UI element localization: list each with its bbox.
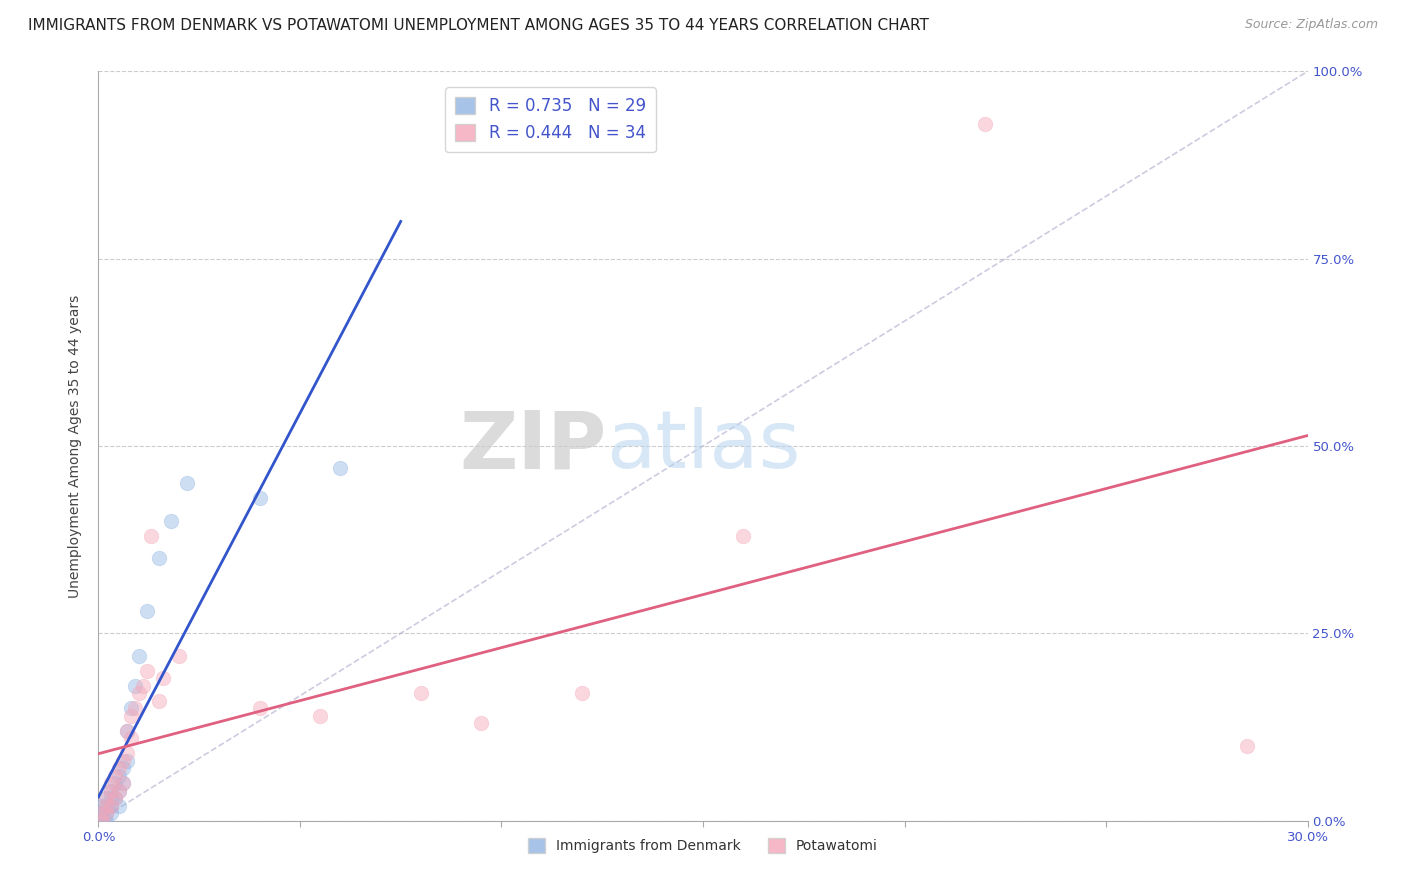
Point: [96, 791, 118, 805]
Point: [100, 791, 122, 805]
Point: [100, 783, 122, 797]
Point: [111, 776, 134, 790]
Point: [135, 664, 157, 678]
Point: [139, 529, 162, 543]
Point: [100, 776, 122, 790]
Point: [107, 798, 129, 813]
Point: [103, 791, 125, 805]
Point: [115, 723, 138, 738]
Point: [100, 783, 122, 797]
Point: [91, 806, 114, 821]
Point: [111, 754, 134, 768]
Point: [96, 806, 118, 821]
Point: [103, 791, 125, 805]
Point: [120, 701, 142, 715]
Point: [107, 761, 129, 775]
Text: ZIP: ZIP: [458, 407, 606, 485]
Point: [103, 769, 125, 783]
Point: [91, 814, 114, 828]
Point: [96, 814, 118, 828]
Point: [733, 529, 755, 543]
Point: [124, 679, 146, 693]
Y-axis label: Unemployment Among Ages 35 to 44 years: Unemployment Among Ages 35 to 44 years: [69, 294, 83, 598]
Point: [96, 791, 118, 805]
Point: [329, 461, 352, 475]
Text: IMMIGRANTS FROM DENMARK VS POTAWATOMI UNEMPLOYMENT AMONG AGES 35 TO 44 YEARS COR: IMMIGRANTS FROM DENMARK VS POTAWATOMI UN…: [28, 18, 929, 33]
Point: [91, 798, 114, 813]
Point: [96, 798, 118, 813]
Point: [100, 798, 122, 813]
Point: [96, 806, 118, 821]
Point: [128, 686, 150, 700]
Point: [249, 491, 271, 506]
Point: [115, 754, 138, 768]
Point: [120, 708, 142, 723]
Point: [100, 798, 122, 813]
Point: [470, 716, 492, 731]
Point: [148, 551, 170, 566]
Point: [974, 117, 997, 131]
Point: [309, 708, 332, 723]
Point: [96, 798, 118, 813]
Text: Source: ZipAtlas.com: Source: ZipAtlas.com: [1244, 18, 1378, 31]
Point: [111, 761, 134, 775]
Point: [167, 648, 190, 663]
Point: [100, 806, 122, 821]
Point: [124, 701, 146, 715]
Point: [249, 701, 271, 715]
Point: [107, 769, 129, 783]
Point: [91, 814, 114, 828]
Point: [103, 776, 125, 790]
Point: [132, 679, 155, 693]
Point: [148, 694, 170, 708]
Point: [120, 731, 142, 746]
Point: [111, 776, 134, 790]
Point: [107, 783, 129, 797]
Point: [91, 806, 114, 821]
Point: [115, 723, 138, 738]
Point: [176, 476, 198, 491]
Point: [107, 783, 129, 797]
Point: [128, 648, 150, 663]
Point: [160, 514, 183, 528]
Point: [135, 604, 157, 618]
Point: [571, 686, 593, 700]
Point: [409, 686, 432, 700]
Point: [1236, 739, 1258, 753]
Legend: Immigrants from Denmark, Potawatomi: Immigrants from Denmark, Potawatomi: [523, 833, 883, 859]
Text: atlas: atlas: [606, 407, 800, 485]
Point: [115, 746, 138, 760]
Point: [152, 671, 174, 685]
